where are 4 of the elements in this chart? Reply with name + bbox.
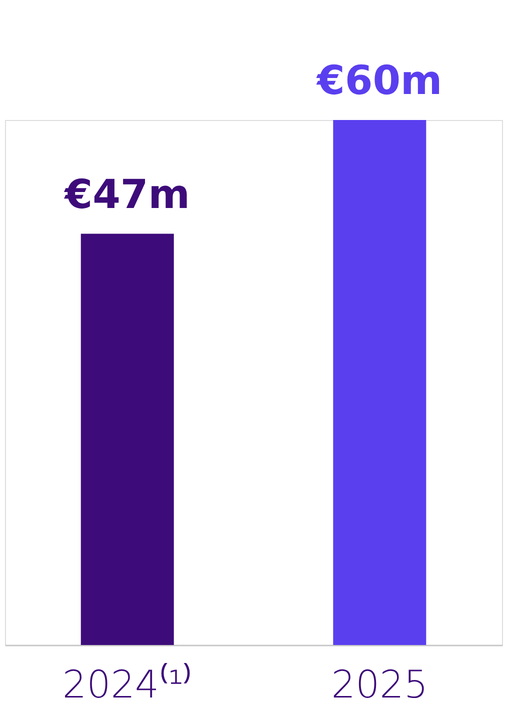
data-label: €60m xyxy=(316,58,442,104)
x-tick-label: 2024⁽¹⁾ xyxy=(62,662,192,706)
data-label: €47m xyxy=(64,172,190,218)
x-tick-label: 2025 xyxy=(331,662,428,706)
